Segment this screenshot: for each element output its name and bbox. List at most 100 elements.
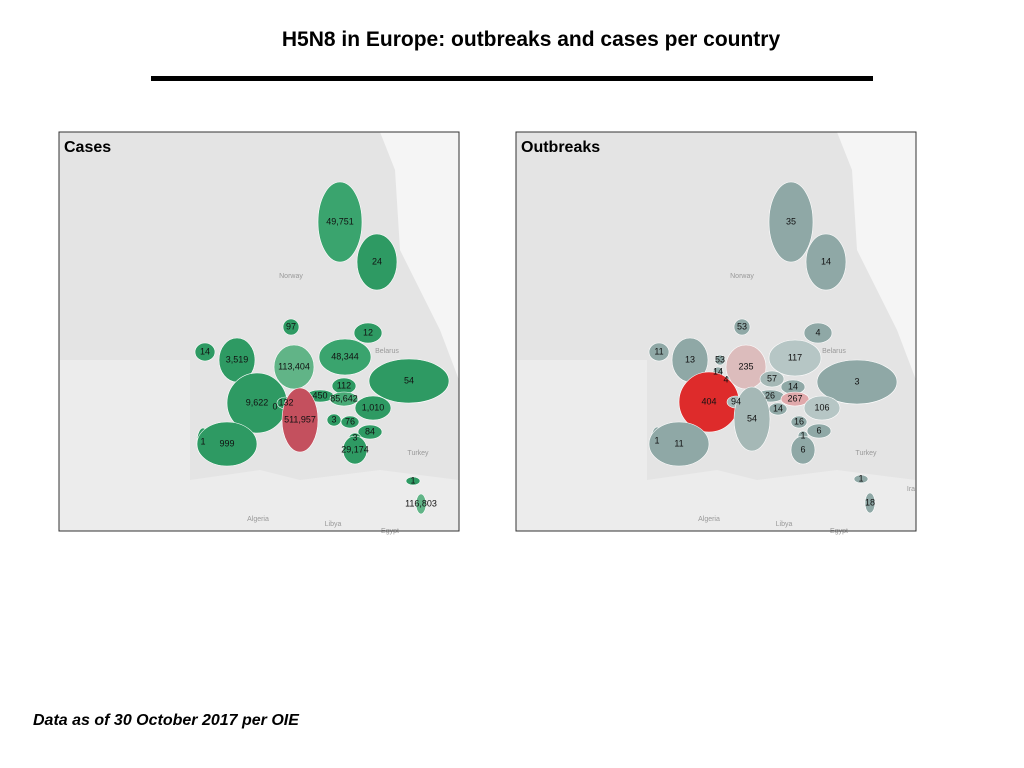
value-label: 76 [345, 416, 355, 426]
region [864, 492, 876, 514]
africa [516, 360, 916, 531]
sea [516, 132, 916, 380]
region [354, 395, 392, 421]
region [317, 181, 363, 263]
place-label: Norway [279, 273, 303, 280]
region [318, 338, 372, 376]
region [196, 421, 258, 467]
value-label: 12 [363, 327, 373, 337]
value-label: 1 [200, 436, 205, 446]
panel-title: Outbreaks [521, 139, 600, 156]
value-label: 18 [865, 497, 875, 507]
value-label: 1 [800, 430, 805, 440]
panel-frame [515, 131, 917, 532]
value-label: 26 [765, 390, 775, 400]
value-label: 14 [713, 366, 723, 376]
value-label: 4 [815, 327, 820, 337]
region [356, 233, 398, 291]
region [353, 322, 383, 344]
value-label: 1 [858, 473, 863, 483]
value-label: 1 [410, 475, 415, 485]
footnote: Data as of 30 October 2017 per OIE [33, 712, 300, 729]
value-label: 53 [715, 354, 725, 364]
value-label: 1,010 [362, 402, 385, 412]
value-label: 999 [219, 438, 234, 448]
value-label: 14 [788, 381, 798, 391]
value-label: 106 [814, 402, 829, 412]
region [329, 391, 359, 407]
region [733, 318, 751, 336]
title: H5N8 in Europe: outbreaks and cases per … [282, 28, 781, 51]
value-label: 116,803 [405, 498, 437, 508]
value-label: 53 [737, 321, 747, 331]
region [790, 415, 808, 429]
region [714, 354, 726, 366]
region [326, 413, 342, 427]
value-label: 54 [404, 375, 414, 385]
value-label: 9,622 [246, 397, 269, 407]
region [357, 424, 383, 440]
value-label: 35 [786, 216, 796, 226]
value-label: 11 [654, 346, 663, 356]
region [194, 342, 216, 362]
value-label: 6 [816, 425, 821, 435]
value-label: 11 [674, 438, 683, 448]
value-label: 112 [337, 380, 351, 390]
value-label: 267 [787, 393, 802, 403]
region [803, 395, 841, 421]
value-label: 54 [747, 413, 757, 423]
value-label: 48,344 [331, 351, 359, 361]
region [733, 386, 771, 452]
africa [59, 360, 459, 531]
place-label: Norway [730, 273, 754, 280]
value-label: 132 [278, 397, 293, 407]
region [768, 339, 822, 377]
value-label: 84 [365, 426, 375, 436]
region [648, 342, 670, 362]
value-label: 24 [372, 256, 382, 266]
value-label: 16 [794, 416, 804, 426]
region [759, 370, 785, 388]
region [282, 318, 300, 336]
panel-title: Cases [64, 139, 111, 156]
value-label: 4 [723, 374, 728, 384]
value-label: 3 [331, 414, 336, 424]
region [415, 493, 427, 515]
region [805, 233, 847, 291]
region [273, 344, 315, 390]
place-label: Belarus [822, 348, 846, 355]
place-label: Turkey [407, 450, 429, 457]
region [405, 476, 421, 486]
region [768, 181, 814, 263]
value-label: 13 [685, 354, 695, 364]
place-label: Libya [776, 521, 793, 528]
value-label: 6 [800, 444, 805, 454]
value-label: 3 [352, 432, 357, 442]
region [281, 387, 319, 453]
value-label: 511,957 [284, 414, 316, 424]
region [368, 358, 450, 404]
sea [59, 132, 459, 380]
value-label: 1 [654, 435, 659, 445]
value-label: 49,751 [326, 216, 354, 226]
value-label: 14 [200, 346, 210, 356]
title-rule [151, 76, 873, 81]
value-label: 0 [272, 401, 277, 411]
map-panel [516, 132, 916, 531]
value-label: 29,174 [341, 444, 369, 454]
value-label: 57 [767, 373, 777, 383]
value-label: 235 [738, 361, 753, 371]
region [648, 421, 710, 467]
value-label: 3 [854, 376, 859, 386]
region [853, 474, 869, 484]
place-label: Algeria [698, 516, 720, 523]
value-label: 14 [773, 403, 783, 413]
value-label: 117 [788, 352, 802, 362]
value-label: 97 [286, 321, 296, 331]
region [803, 322, 833, 344]
place-label: Libya [325, 521, 342, 528]
region [790, 435, 816, 465]
region [340, 415, 360, 429]
place-label: Ira [907, 486, 915, 493]
place-label: Algeria [247, 516, 269, 523]
